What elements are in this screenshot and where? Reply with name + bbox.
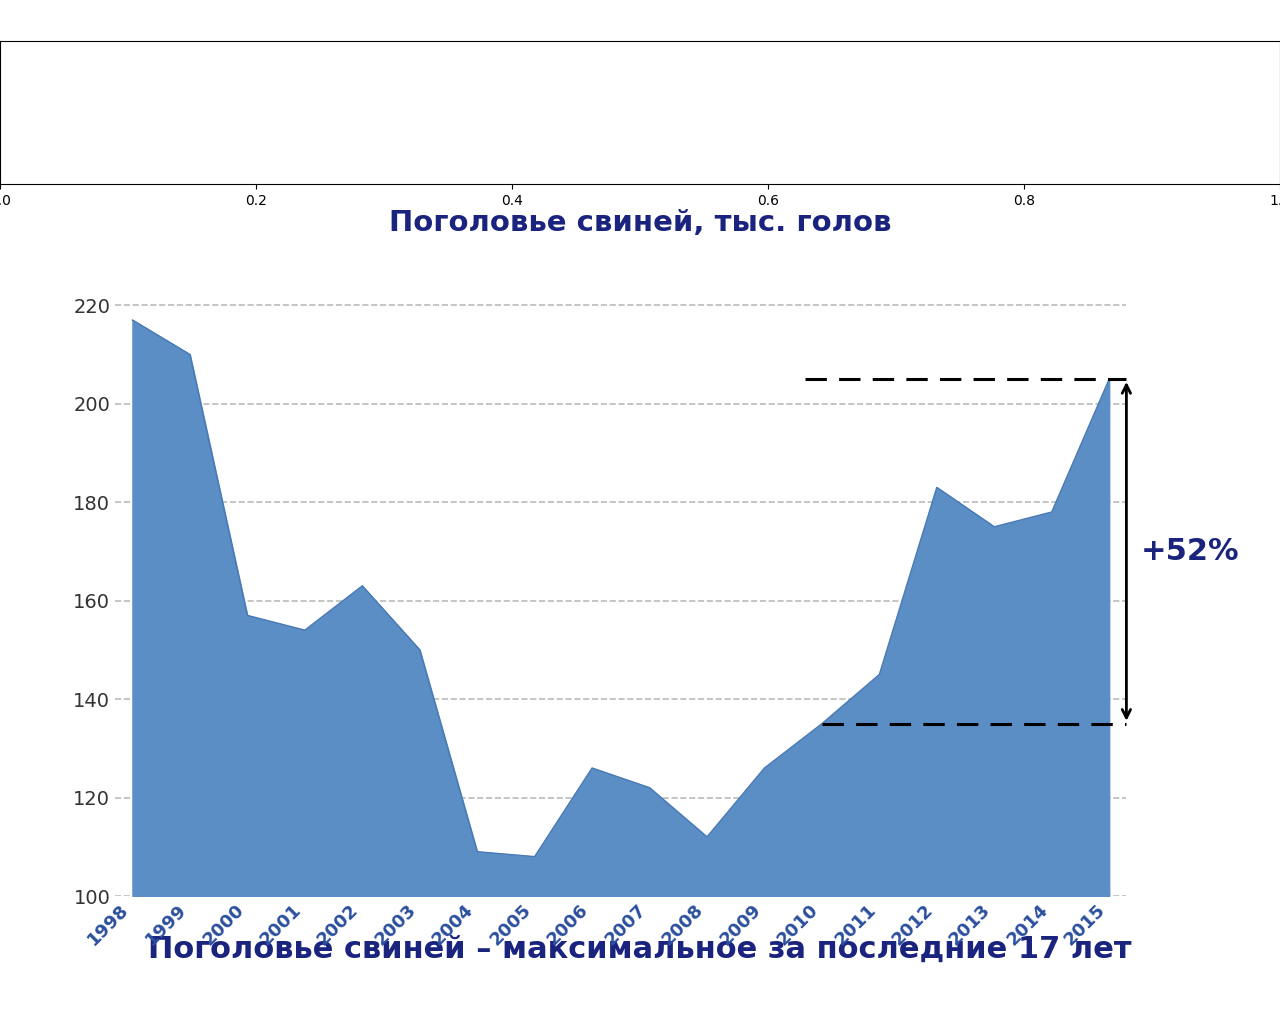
Text: Поголовье свиней – максимальное за последние 17 лет: Поголовье свиней – максимальное за после…: [148, 935, 1132, 964]
Text: ВЫПОЛНЕНИЕ ЗАДАЧ ЗА 2011-2015  ГОДЫ: ВЫПОЛНЕНИЕ ЗАДАЧ ЗА 2011-2015 ГОДЫ: [45, 100, 1009, 139]
Text: +52%: +52%: [1140, 537, 1239, 566]
Text: Поголовье свиней, тыс. голов: Поголовье свиней, тыс. голов: [389, 209, 891, 237]
